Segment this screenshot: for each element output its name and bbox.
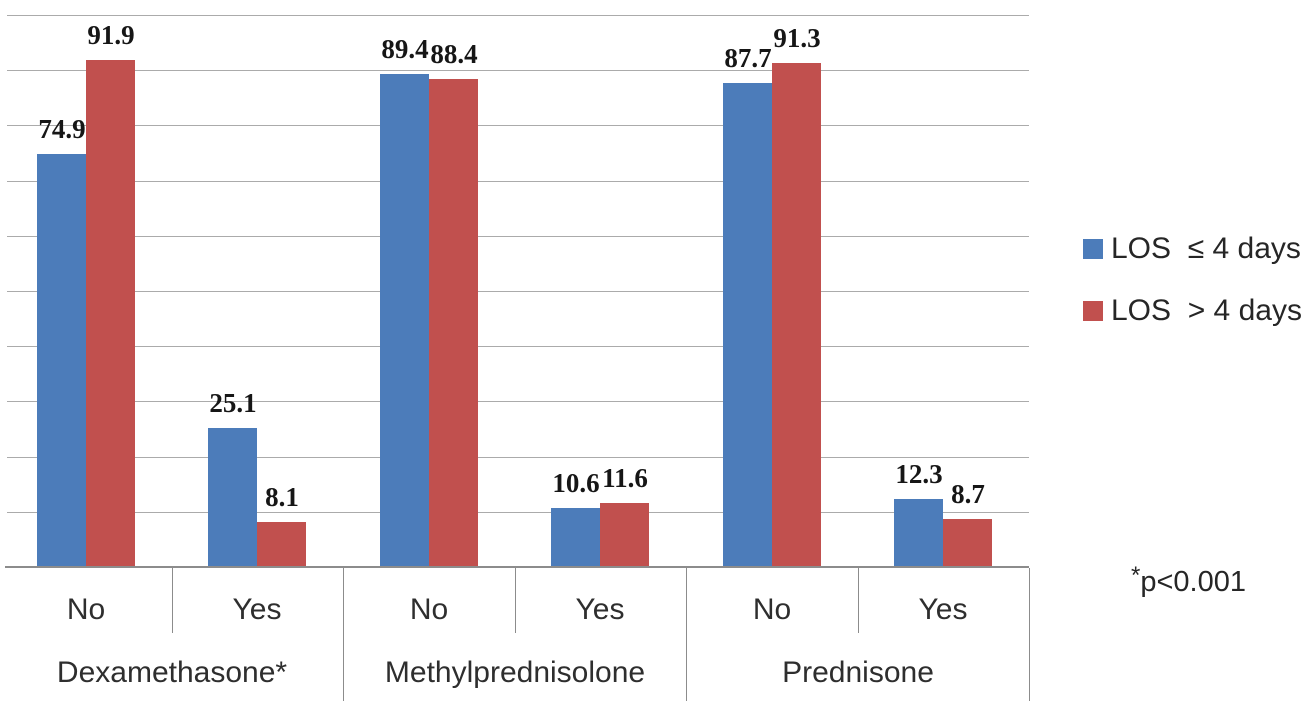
data-label: 10.6 [552, 468, 600, 498]
axis-tick [1029, 568, 1030, 701]
data-label: 12.3 [895, 459, 943, 489]
category-label: No [409, 593, 449, 626]
legend-swatch-red-icon [1083, 301, 1103, 321]
bar-blue [208, 428, 257, 567]
gridline-20 [7, 457, 1029, 458]
gridline-10 [7, 512, 1029, 513]
bar-red [943, 519, 992, 567]
gridline-50 [7, 291, 1029, 292]
gridline-30 [7, 401, 1029, 402]
bar-red [772, 63, 821, 567]
p-value-annotation: *p<0.001 [1131, 562, 1246, 599]
axis-tick [858, 568, 859, 633]
gridline-90 [7, 70, 1029, 71]
axis-tick [172, 568, 173, 633]
p-value-text: p<0.001 [1140, 566, 1246, 598]
legend-label-los-le-4: LOS ≤ 4 days [1111, 232, 1301, 265]
bar-blue [551, 508, 600, 567]
axis-tick [686, 568, 687, 701]
data-label: 91.3 [773, 23, 821, 53]
legend-swatch-blue-icon [1083, 239, 1103, 259]
x-axis-line [5, 566, 1029, 568]
axis-tick [515, 568, 516, 633]
bar-blue [380, 74, 429, 567]
category-label: No [752, 593, 792, 626]
data-label: 8.1 [265, 482, 299, 512]
group-label: Prednisone [782, 656, 934, 689]
category-label: Yes [232, 593, 282, 626]
data-label: 25.1 [209, 388, 257, 418]
category-label: Yes [918, 593, 968, 626]
group-label: Dexamethasone* [56, 656, 288, 689]
bar-red [429, 79, 478, 567]
gridline-100 [7, 15, 1029, 16]
data-label: 11.6 [602, 463, 648, 493]
data-label: 8.7 [951, 479, 985, 509]
data-label: 91.9 [87, 20, 135, 50]
gridline-70 [7, 181, 1029, 182]
bar-blue [37, 154, 86, 567]
bar-blue [723, 83, 772, 567]
data-label: 74.9 [38, 114, 86, 144]
gridline-80 [7, 125, 1029, 126]
group-label: Methylprednisolone [384, 656, 646, 689]
bar-red [86, 60, 135, 567]
bar-blue [894, 499, 943, 567]
category-label: Yes [575, 593, 625, 626]
category-label: No [66, 593, 106, 626]
legend: LOS ≤ 4 days LOS > 4 days [1083, 232, 1302, 356]
gridline-60 [7, 236, 1029, 237]
data-label: 88.4 [430, 39, 478, 69]
p-value-star: * [1131, 562, 1141, 589]
bar-red [600, 503, 649, 567]
legend-item-los-le-4: LOS ≤ 4 days [1083, 232, 1302, 266]
data-label: 87.7 [724, 43, 772, 73]
data-label: 89.4 [381, 34, 429, 64]
legend-label-los-gt-4: LOS > 4 days [1111, 294, 1302, 327]
bar-red [257, 522, 306, 567]
gridline-40 [7, 346, 1029, 347]
axis-tick [343, 568, 344, 701]
legend-item-los-gt-4: LOS > 4 days [1083, 294, 1302, 328]
